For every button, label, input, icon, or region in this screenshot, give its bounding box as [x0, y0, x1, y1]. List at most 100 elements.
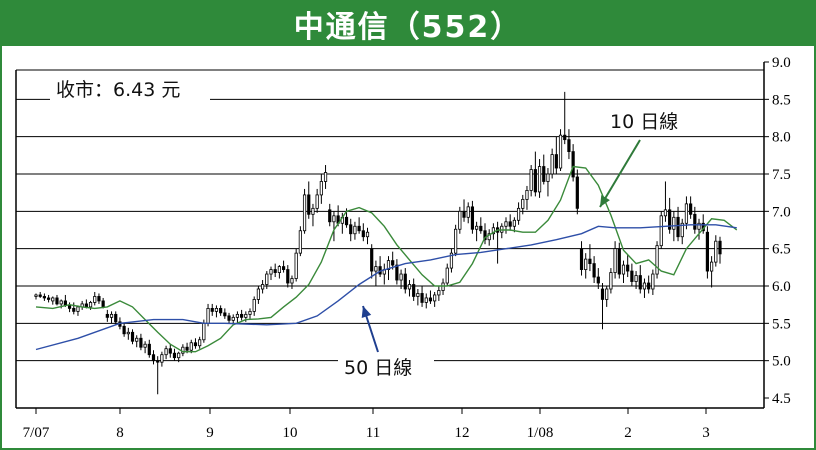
candle-body: [370, 248, 374, 272]
candle-body: [626, 264, 630, 272]
candle: [76, 305, 80, 316]
candle-body: [537, 166, 542, 193]
candle: [600, 283, 605, 330]
candle-body: [651, 273, 655, 290]
candle-body: [571, 151, 575, 178]
candle-body: [554, 154, 558, 169]
candle-body: [638, 275, 642, 290]
candle: [542, 154, 546, 185]
candle: [114, 311, 118, 325]
candle: [680, 218, 684, 245]
candle-body: [256, 288, 261, 300]
candle-body: [697, 222, 701, 230]
candle: [189, 339, 193, 354]
candle-body: [693, 213, 697, 230]
candle: [399, 269, 403, 289]
candle: [412, 278, 416, 301]
candle-body: [420, 293, 424, 303]
candle-body: [529, 169, 533, 191]
candle-body: [59, 300, 63, 305]
candle-body: [680, 222, 684, 238]
candle: [193, 338, 198, 349]
x-tick-label: 7/07: [23, 425, 50, 441]
candle: [391, 251, 395, 270]
candle-body: [630, 270, 634, 282]
ma50-label-bg: [338, 354, 434, 380]
candle: [575, 169, 579, 215]
candle: [697, 218, 701, 240]
candle-body: [714, 240, 718, 263]
candle-body: [575, 176, 579, 209]
candle: [571, 144, 575, 182]
candle: [172, 348, 177, 361]
candle: [668, 197, 672, 234]
ma10-label: 10 日線: [610, 111, 678, 133]
candle: [135, 335, 139, 348]
x-tick-label: 10: [283, 425, 298, 441]
candle: [109, 311, 114, 324]
candle-body: [672, 216, 676, 230]
candle-body: [487, 233, 491, 241]
candle-body: [319, 181, 323, 196]
moving-average-lines: [35, 165, 738, 353]
candle: [470, 200, 475, 234]
candle: [424, 293, 428, 309]
x-tick-label: 1/08: [527, 425, 554, 441]
candle: [483, 223, 487, 245]
candle: [621, 260, 626, 284]
x-tick-label: 3: [702, 425, 710, 441]
candle-body: [449, 252, 454, 269]
candle: [34, 293, 38, 300]
candle: [147, 339, 151, 358]
candle-body: [332, 215, 336, 223]
candle-body: [533, 169, 537, 193]
candle: [638, 265, 642, 294]
candle: [294, 248, 298, 282]
candle-body: [424, 297, 428, 303]
candle-body: [605, 288, 609, 300]
candle: [710, 256, 714, 288]
candle: [613, 241, 617, 279]
candle: [617, 242, 621, 279]
candle-body: [542, 166, 546, 182]
candle-body: [374, 266, 378, 272]
candle: [521, 194, 525, 215]
candle: [659, 211, 663, 249]
candle-body: [718, 240, 722, 255]
candle-body: [189, 342, 193, 351]
x-tick-label: 8: [116, 425, 124, 441]
candle: [609, 268, 613, 294]
candle-body: [500, 225, 504, 233]
candle: [370, 244, 374, 279]
candle-body: [584, 258, 588, 270]
candle-body: [311, 207, 315, 215]
candle-body: [315, 194, 319, 209]
candle: [605, 286, 609, 307]
y-tick-label: 8.0: [772, 130, 791, 146]
candle: [684, 196, 689, 230]
candle-body: [126, 331, 130, 335]
candle-body: [294, 252, 298, 279]
candle: [261, 280, 265, 294]
candle: [97, 293, 101, 304]
chart-title: 中通信（552）: [2, 2, 814, 46]
candle-body: [512, 219, 516, 227]
candle-body: [38, 294, 42, 297]
candle-body: [172, 352, 177, 359]
candle: [705, 226, 710, 279]
ma10-arrow: [599, 139, 641, 208]
candle-body: [244, 313, 248, 318]
ma-line: [35, 165, 738, 353]
candle: [210, 303, 214, 316]
candle-body: [164, 348, 168, 356]
candle: [504, 217, 508, 234]
candle-body: [684, 203, 689, 224]
candle-body: [135, 337, 139, 342]
candle-body: [210, 307, 214, 312]
candle-body: [361, 230, 365, 238]
candle: [361, 223, 365, 242]
candle-body: [470, 206, 475, 230]
x-axis: 7/07 8 9 10 11 12 1/08 2 3: [23, 408, 710, 441]
candle: [323, 165, 328, 189]
